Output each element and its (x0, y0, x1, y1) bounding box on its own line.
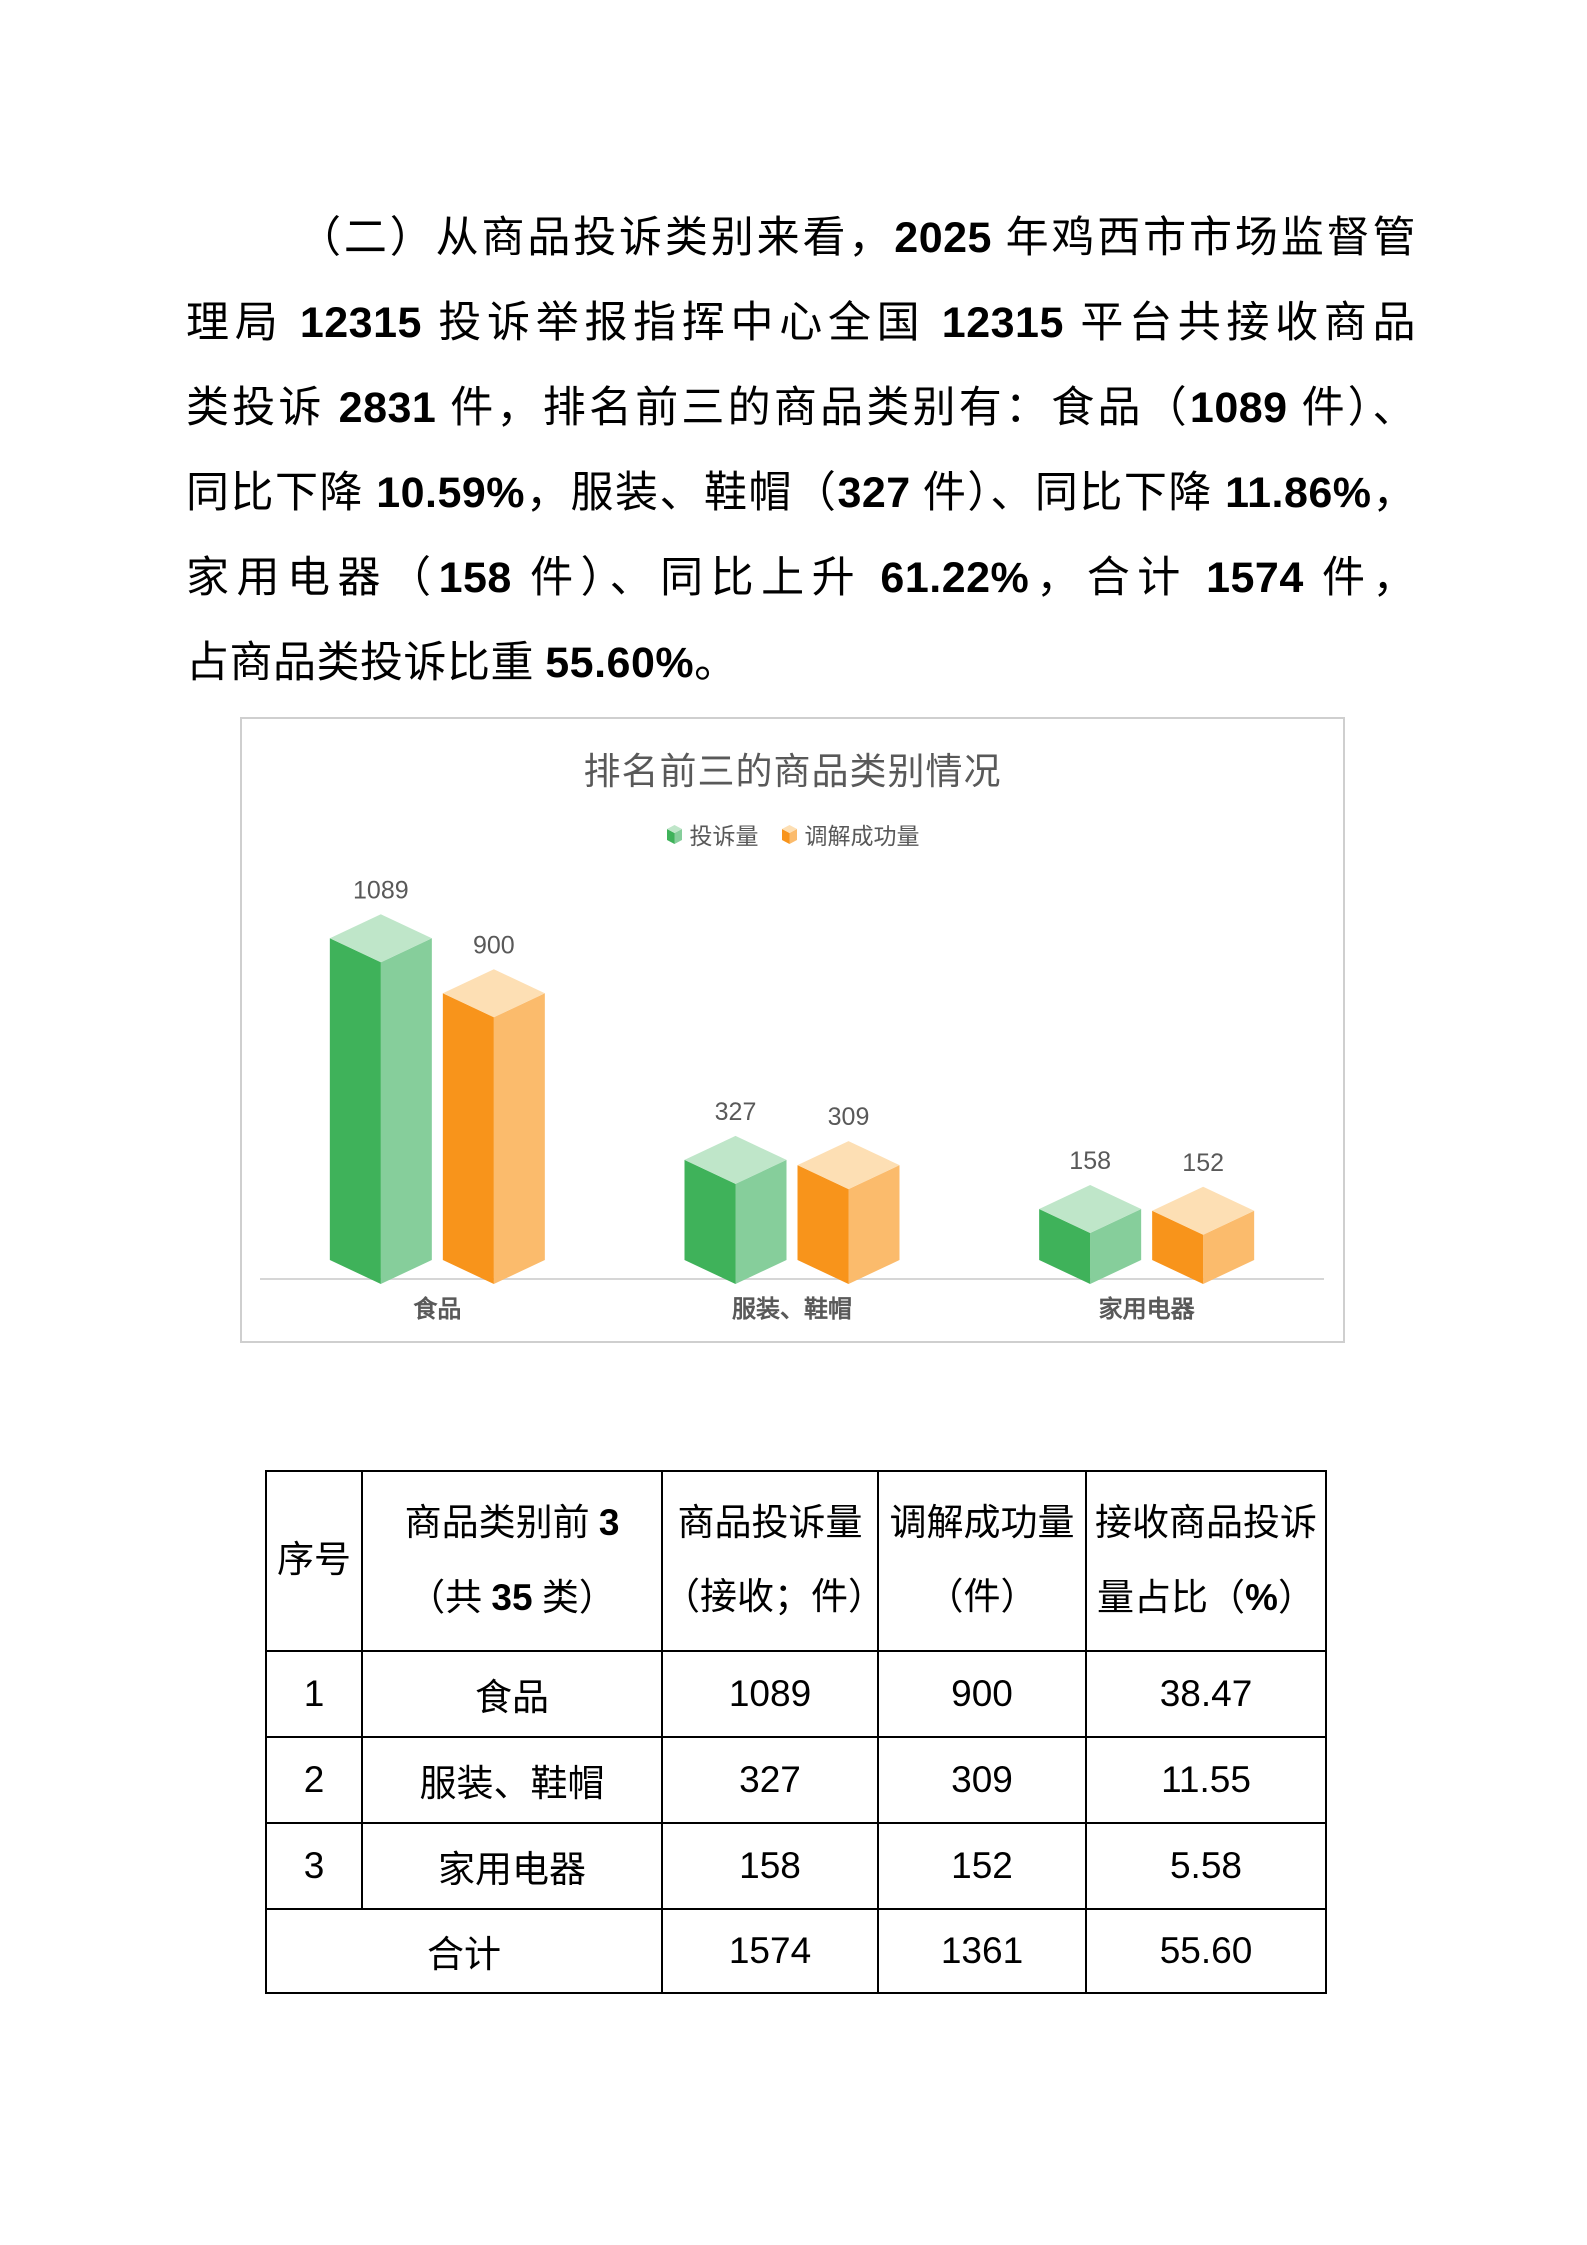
bar-3d (329, 914, 432, 1284)
cell-complaints: 327 (661, 1736, 879, 1824)
header-share: 接收商品投诉 量占比（%） (1085, 1470, 1327, 1652)
cell-share: 11.55 (1085, 1736, 1327, 1824)
bar-value-label: 327 (715, 1098, 757, 1126)
paragraph-line: 同比下降 10.59%，服装、鞋帽（327 件）、同比下降 11.86%， (186, 469, 1416, 517)
bar-face-left (1152, 1210, 1204, 1284)
category-label: 食品 (413, 1295, 461, 1323)
bar-face-left (329, 938, 381, 1284)
bar-face-right (1090, 1209, 1142, 1284)
bar-face-top (1039, 1185, 1142, 1234)
paragraph-line: 理局 12315 投诉举报指挥中心全国 12315 平台共接收商品 (186, 299, 1416, 347)
bar-face-right (493, 993, 545, 1284)
bar-face-top (797, 1141, 900, 1190)
category-label: 服装、鞋帽 (732, 1296, 852, 1323)
bar-face-right (1203, 1210, 1255, 1284)
cell-complaints: 1089 (661, 1650, 879, 1738)
bar-value-label: 309 (828, 1103, 870, 1131)
chart-legend: 投诉量 调解成功量 (242, 817, 1343, 851)
bar-face-top (329, 914, 432, 963)
bar-value-label: 152 (1182, 1149, 1224, 1177)
paragraph-line: 类投诉 2831 件，排名前三的商品类别有：食品（1089 件）、 (186, 384, 1416, 432)
cell-share: 5.58 (1085, 1822, 1327, 1910)
legend-cube-icon (666, 824, 682, 844)
cell-total-label: 合计 (265, 1908, 663, 1994)
table-row: 2 服装、鞋帽 327 309 11.55 (265, 1736, 1327, 1824)
header-category: 商品类别前 3 （共 35 类） (361, 1470, 663, 1652)
legend-item: 投诉量 (666, 817, 759, 851)
header-complaints: 商品投诉量 （接收；件） (661, 1470, 885, 1652)
legend-label: 调解成功量 (804, 823, 920, 849)
table-row: 3 家用电器 158 152 5.58 (265, 1822, 1327, 1910)
legend-cube-icon (781, 824, 797, 844)
bar-face-top (1152, 1186, 1255, 1235)
category-label: 家用电器 (1099, 1295, 1196, 1323)
bar-value-label: 900 (473, 931, 515, 959)
bar-face-right (380, 938, 432, 1284)
bar-face-left (1039, 1209, 1091, 1284)
data-table: 序号 商品类别前 3 （共 35 类） 商品投诉量 （接收；件） (265, 1470, 1327, 1994)
cell-seq: 2 (265, 1736, 363, 1824)
legend-label: 投诉量 (689, 823, 759, 849)
cell-mediated: 309 (877, 1736, 1087, 1824)
bar-face-right (848, 1165, 900, 1284)
bar-3d (797, 1141, 900, 1284)
bar-value-label: 1089 (353, 876, 409, 904)
cell-total-mediated: 1361 (877, 1908, 1087, 1994)
cell-complaints: 158 (661, 1822, 879, 1910)
paragraph-line: （二）从商品投诉类别来看，2025 年鸡西市市场监督管 (298, 214, 1416, 262)
paragraph-line: 家用电器（158 件）、同比上升 61.22%，合计 1574 件， (186, 554, 1416, 602)
legend-item: 调解成功量 (781, 817, 920, 851)
cell-category: 食品 (361, 1650, 663, 1738)
bar-face-right (735, 1159, 787, 1284)
bar-face-left (684, 1159, 736, 1284)
cell-mediated: 152 (877, 1822, 1087, 1910)
cell-category: 服装、鞋帽 (361, 1736, 663, 1824)
paragraph-line: 占商品类投诉比重 55.60%。 (186, 639, 738, 687)
cell-total-complaints: 1574 (661, 1908, 879, 1994)
table-row: 1 食品 1089 900 38.47 (265, 1650, 1327, 1738)
body-paragraph: （二）从商品投诉类别来看，2025 年鸡西市市场监督管 理局 12315 投诉举… (186, 196, 1416, 706)
bar-3d (442, 969, 545, 1284)
bar-face-left (442, 993, 494, 1284)
bar-3d (1152, 1186, 1255, 1284)
table-total-row: 合计 1574 1361 55.60 (265, 1908, 1327, 1994)
bar-3d (1039, 1185, 1142, 1284)
cell-seq: 1 (265, 1650, 363, 1738)
bar-chart-plot: 1089 900 食品 327 309 服装、鞋帽 158 152 家用电器 (260, 876, 1324, 1323)
cell-total-share: 55.60 (1085, 1908, 1327, 1994)
table-header-row: 序号 商品类别前 3 （共 35 类） 商品投诉量 （接收；件） (265, 1470, 1327, 1652)
bar-face-top (684, 1135, 787, 1184)
bar-value-label: 158 (1069, 1147, 1111, 1175)
cell-share: 38.47 (1085, 1650, 1327, 1738)
bar-chart-figure: 1089 900 食品 327 309 服装、鞋帽 158 152 家用电器 排名前三的商品类别… (240, 717, 1345, 1343)
cell-category: 家用电器 (361, 1822, 663, 1910)
cell-mediated: 900 (877, 1650, 1087, 1738)
chart-title: 排名前三的商品类别情况 (583, 751, 1002, 792)
header-mediated: 调解成功量 （件） (877, 1470, 1087, 1652)
bar-3d (684, 1135, 787, 1284)
header-seq: 序号 (265, 1470, 363, 1652)
cell-seq: 3 (265, 1822, 363, 1910)
bar-face-left (797, 1165, 849, 1284)
